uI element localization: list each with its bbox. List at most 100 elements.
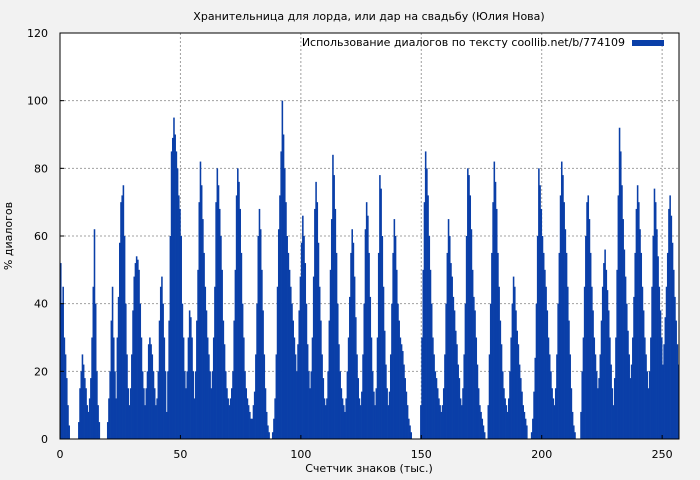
bar (346, 371, 349, 439)
bar (228, 405, 231, 439)
bar (369, 296, 372, 439)
bar (139, 303, 142, 439)
bar (593, 337, 596, 439)
bar (280, 151, 282, 439)
bar (509, 371, 511, 439)
bar (217, 185, 220, 439)
x-tick-label: 250 (652, 448, 673, 461)
bar (256, 303, 258, 439)
bar (86, 405, 89, 439)
bar (60, 263, 62, 439)
bar (178, 195, 180, 439)
bar (656, 229, 658, 439)
bar (426, 168, 428, 440)
bar (329, 269, 332, 439)
bar (238, 181, 240, 439)
legend-label: Использование диалогов по тексту coollib… (302, 36, 625, 49)
bar (214, 286, 216, 439)
bar (308, 371, 310, 439)
bar (387, 405, 390, 439)
bar (286, 236, 288, 439)
bar (493, 161, 496, 440)
bar (489, 303, 492, 439)
bar (84, 378, 86, 439)
bar (574, 432, 576, 439)
bar (87, 411, 90, 439)
bar (208, 354, 210, 439)
bar (190, 317, 192, 439)
bar (552, 398, 555, 439)
bar (63, 337, 66, 439)
bar (247, 405, 250, 439)
bar (545, 286, 547, 439)
bar (389, 354, 392, 439)
bar (632, 337, 634, 439)
bar (85, 388, 87, 439)
bar (345, 398, 347, 439)
bar (452, 296, 455, 439)
bar (302, 215, 304, 439)
bar (159, 286, 162, 439)
bar (220, 236, 222, 439)
bar (522, 405, 524, 439)
bar (587, 195, 590, 439)
bar (385, 364, 387, 439)
bar (106, 422, 109, 439)
bar (191, 337, 193, 439)
bar (279, 195, 281, 439)
bar (64, 354, 67, 439)
bar (659, 310, 662, 439)
bar (168, 320, 170, 439)
bar (551, 388, 553, 439)
bar (477, 388, 480, 439)
bar (119, 242, 121, 439)
bar (581, 371, 584, 439)
bar (262, 310, 264, 439)
bar (506, 411, 509, 439)
bar (530, 432, 533, 439)
bar (299, 276, 302, 439)
bar (395, 269, 398, 439)
bar (318, 286, 321, 439)
bar (672, 269, 675, 439)
bar (597, 388, 599, 439)
bar (510, 337, 512, 439)
bar (282, 134, 285, 439)
bar (406, 405, 409, 439)
bar (476, 364, 479, 439)
bar (463, 354, 465, 439)
bar (114, 371, 116, 439)
bar (618, 127, 621, 439)
bar (365, 202, 368, 439)
bar (336, 303, 339, 439)
bars (60, 100, 680, 440)
bar (592, 310, 594, 439)
bar (291, 303, 293, 439)
bar (283, 168, 286, 440)
bar (78, 422, 80, 439)
bar (88, 398, 91, 439)
bar (275, 354, 278, 439)
bar (660, 337, 663, 439)
bar (516, 330, 518, 439)
bar (645, 354, 647, 439)
bar (368, 252, 370, 439)
bar (526, 425, 528, 439)
bar (408, 418, 410, 439)
bar (582, 337, 585, 439)
bar (534, 357, 537, 439)
bar (140, 337, 143, 439)
bar (340, 388, 343, 439)
bar (420, 405, 422, 439)
bar (241, 303, 244, 439)
bar (328, 320, 331, 439)
bar (181, 303, 184, 439)
bar (216, 168, 219, 440)
bar (187, 337, 190, 439)
bar (657, 256, 659, 439)
bar (668, 208, 670, 439)
bar (206, 337, 209, 439)
bar (197, 269, 199, 439)
bar (599, 354, 602, 439)
y-tick-label: 80 (34, 162, 48, 175)
